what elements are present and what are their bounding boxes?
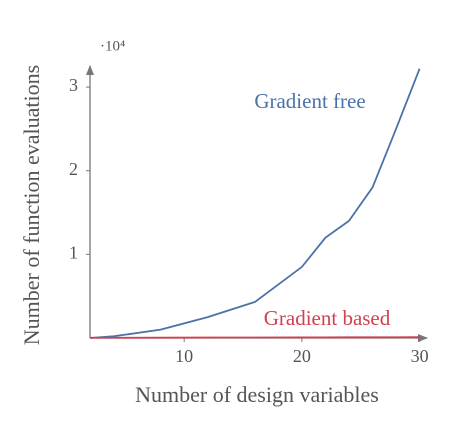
y-tick-label: 3 (69, 75, 78, 95)
x-tick-label: 30 (411, 346, 429, 366)
y-axis-label: Number of function evaluations (19, 65, 44, 345)
y-multiplier: ·10⁴ (100, 38, 125, 54)
x-tick-label: 20 (293, 346, 311, 366)
y-tick-label: 2 (69, 159, 78, 179)
series-line (89, 68, 421, 339)
x-axis-label: Number of design variables (135, 382, 379, 407)
series-label: Gradient based (264, 306, 391, 330)
series-line (90, 336, 420, 339)
y-tick-label: 1 (69, 242, 78, 262)
x-tick-label: 10 (175, 346, 193, 366)
series-label: Gradient free (254, 89, 365, 113)
